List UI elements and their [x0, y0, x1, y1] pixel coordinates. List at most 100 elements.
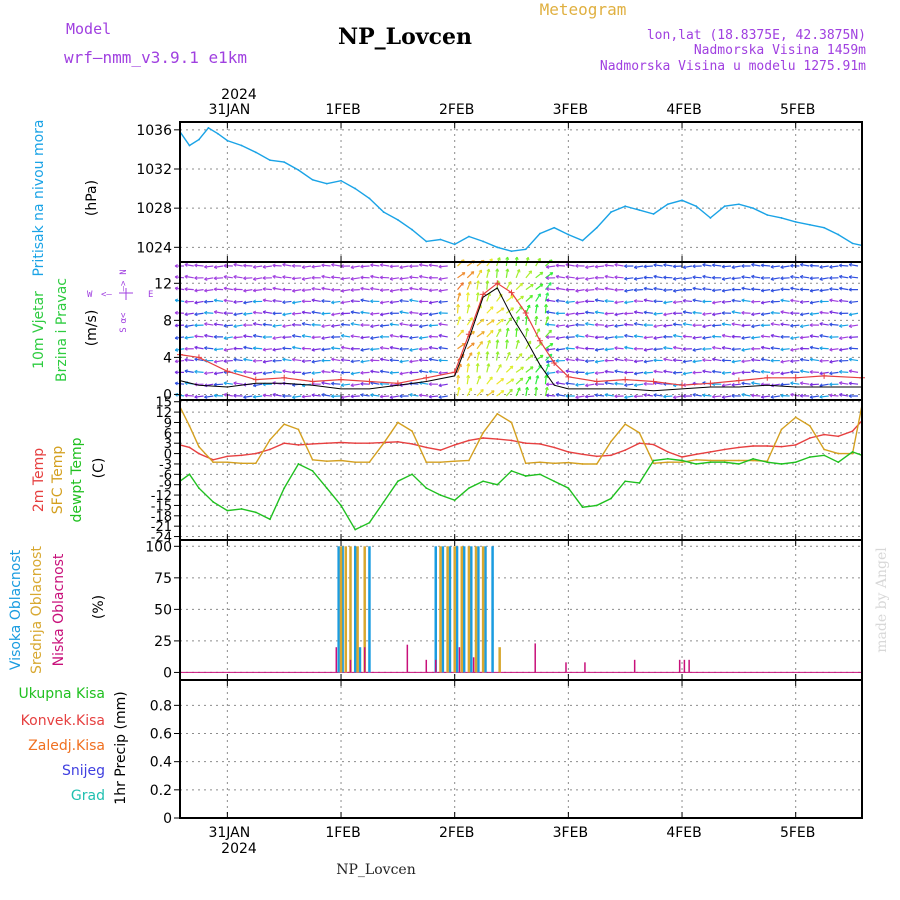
wind-arrow	[741, 336, 751, 339]
wind-arrow-head	[389, 358, 393, 363]
wind-arrow	[184, 324, 194, 328]
wind-arrow	[712, 346, 722, 350]
wind-arrow	[682, 323, 693, 326]
wind-arrow-head	[555, 336, 560, 341]
wind-arrow-head	[213, 310, 218, 315]
wind-arrow-head	[399, 276, 403, 281]
wind-arrow	[731, 299, 741, 303]
wind-arrow	[663, 289, 673, 291]
wind-arrow-head	[360, 298, 364, 303]
wind-arrow	[311, 394, 321, 397]
wind-arrow-head	[438, 395, 442, 400]
wind-arrow-head	[848, 324, 853, 329]
wind-arrow	[849, 358, 859, 362]
wind-speed-marker	[764, 374, 771, 381]
wind-arrow-head	[711, 394, 716, 399]
wind-arrow-head	[819, 333, 823, 338]
wind-arrow-head	[790, 381, 794, 386]
temperature-point	[539, 443, 541, 445]
wind-arrow	[184, 394, 194, 397]
wind-arrow-head	[409, 370, 413, 375]
wind-arrow-head	[495, 268, 500, 272]
wind-arrow-head	[370, 369, 374, 374]
pressure-point	[723, 205, 726, 208]
wind-arrow-head	[565, 357, 569, 362]
wind-arrow-head	[399, 334, 403, 339]
wind-arrow	[544, 375, 547, 385]
wind-arrow-head	[751, 324, 755, 329]
wind-arrow-head	[663, 263, 667, 267]
wind-arrow	[399, 335, 409, 338]
wind-arrow-head	[399, 359, 403, 364]
wind-arrow-head	[350, 265, 354, 270]
wind-arrow	[604, 287, 614, 291]
wind-arrow-head	[731, 393, 735, 398]
wind-arrow	[535, 304, 538, 314]
wind-arrow-head	[672, 264, 677, 269]
wind-arrow	[663, 395, 673, 398]
wind-arrow-head	[565, 324, 569, 329]
wind-arrow	[721, 265, 732, 268]
wind-arrow	[282, 347, 292, 350]
wind-arrow-head	[505, 256, 510, 261]
wind-arrow	[380, 312, 390, 316]
wind-arrow	[712, 289, 722, 292]
wind-arrow	[849, 312, 859, 316]
wind-arrow-head	[780, 347, 784, 352]
wind-arrow-head	[624, 383, 628, 387]
wind-arrow-head	[770, 277, 774, 281]
wind-arrow	[262, 394, 272, 397]
wind-arrow	[614, 276, 624, 279]
wind-arrow-head	[692, 392, 696, 397]
wind-arrow-head	[614, 335, 618, 340]
wind-arrow-head	[555, 298, 559, 303]
wind-arrow-head	[780, 298, 784, 303]
y-tick-label: 0.2	[150, 783, 172, 799]
wind-arrow-head	[819, 371, 823, 376]
wind-arrow-head	[311, 310, 315, 315]
wind-arrow	[712, 370, 722, 373]
cloud-bar	[455, 546, 459, 673]
wind-arrow-head	[272, 347, 276, 352]
temperature-point	[823, 454, 826, 457]
y-tick-label: 6	[164, 427, 172, 442]
wind-arrow	[282, 300, 292, 304]
wind-arrow-head	[399, 394, 403, 399]
wind-speed-marker	[451, 369, 458, 376]
wind-arrow-head	[500, 378, 505, 382]
wind-arrow	[341, 289, 351, 292]
wind-arrow-head	[829, 335, 833, 340]
pressure-point	[794, 220, 797, 223]
wind-arrow-head	[389, 345, 393, 350]
wind-arrow	[780, 371, 790, 375]
wind-arrow	[272, 393, 282, 397]
wind-arrow	[380, 395, 390, 398]
wind-arrow	[331, 300, 341, 304]
wind-arrow-head	[194, 263, 198, 268]
wind-arrow	[457, 329, 464, 338]
wind-arrow	[350, 371, 360, 375]
wind-arrow	[370, 394, 380, 397]
wind-arrow	[741, 312, 751, 314]
wind-arrow	[829, 288, 839, 291]
wind-arrow	[486, 340, 491, 349]
pressure-point	[539, 232, 541, 235]
temperature-point	[595, 455, 598, 458]
wind-arrow	[253, 289, 263, 292]
wind-arrow-head	[399, 322, 403, 326]
wind-arrow	[419, 359, 429, 362]
y-tick-label: 100	[145, 539, 172, 555]
temperature-point	[652, 443, 655, 446]
wind-arrow-head	[525, 386, 529, 391]
wind-arrow	[243, 277, 253, 279]
wind-arrow	[438, 265, 448, 268]
wind-arrow-head	[478, 269, 483, 274]
wind-arrow-head	[491, 390, 495, 394]
wind-arrow	[184, 263, 194, 267]
wind-arrow-head	[839, 336, 843, 341]
y-tick-label: -18	[151, 510, 172, 525]
wind-arrow	[321, 287, 331, 291]
wind-arrow	[409, 311, 419, 314]
wind-arrow-head	[790, 286, 794, 291]
wind-arrow-head	[643, 264, 647, 269]
